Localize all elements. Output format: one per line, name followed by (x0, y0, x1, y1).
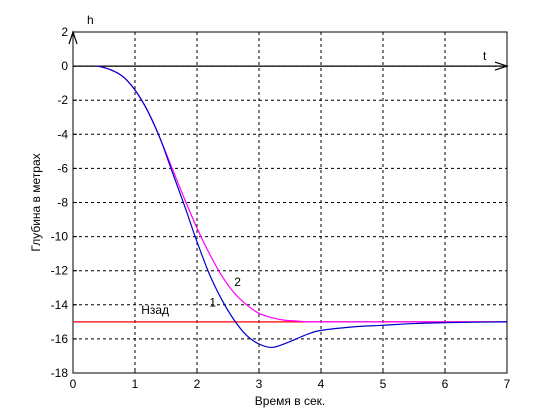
x-axis-ticks: 0 1 2 3 4 5 6 7 (70, 369, 511, 391)
depth-axis-symbol: h (87, 13, 94, 27)
y-tick-label: -6 (57, 161, 68, 175)
y-tick-label: -18 (51, 366, 69, 380)
series-1-line (97, 65, 508, 349)
series-2-label: 2 (234, 275, 241, 289)
y-tick-label: 0 (61, 59, 68, 73)
y-tick-label: -16 (51, 332, 69, 346)
x-tick-label: 2 (194, 377, 201, 391)
depth-axis-arrow (68, 30, 78, 45)
x-tick-label: 5 (380, 377, 387, 391)
time-axis-symbol: t (483, 49, 487, 63)
y-tick-label: -2 (57, 93, 68, 107)
x-tick-label: 3 (256, 377, 263, 391)
x-tick-label: 4 (318, 377, 325, 391)
y-tick-label: -10 (51, 230, 69, 244)
grid-lines (73, 32, 507, 373)
annotation-labels: 12 (209, 275, 241, 309)
y-tick-label: 2 (61, 25, 68, 39)
x-tick-label: 6 (442, 377, 449, 391)
x-tick-label: 7 (504, 377, 511, 391)
y-tick-label: -12 (51, 264, 69, 278)
y-tick-label: -4 (57, 127, 68, 141)
setpoint-label: Нзад (141, 303, 169, 317)
series-group (97, 65, 508, 349)
y-axis-label: Глубина в метрах (29, 153, 43, 251)
zero-axes: th (68, 13, 509, 71)
time-axis-arrow (494, 61, 509, 71)
series-1-label: 1 (209, 296, 216, 310)
y-tick-label: -14 (51, 298, 69, 312)
y-axis-ticks: 2 0 -2 -4 -6 -8 -10 -12 -14 -16 -18 (51, 25, 77, 380)
x-tick-label: 1 (132, 377, 139, 391)
y-tick-label: -8 (57, 196, 68, 210)
x-tick-label: 0 (70, 377, 77, 391)
x-axis-label: Время в сек. (255, 394, 325, 408)
